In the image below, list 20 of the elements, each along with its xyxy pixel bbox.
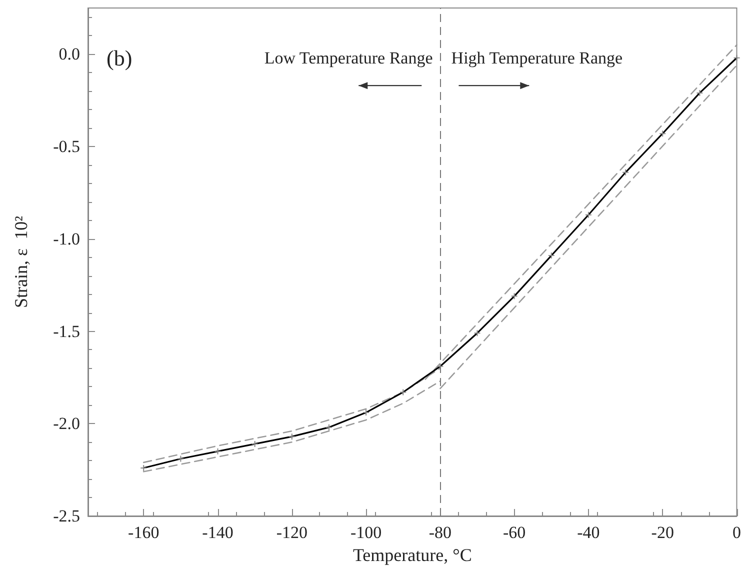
annotation: Low Temperature Range [264,48,433,68]
y-tick-label: -2.0 [53,414,80,434]
x-tick-label: 0 [732,523,741,542]
x-tick-label: -20 [651,523,674,542]
annotation: (b) [106,45,132,70]
y-tick-label: 0.0 [58,44,80,64]
y-axis-title: Strain, ε 10² [11,216,31,308]
x-tick-label: -60 [502,523,526,542]
x-tick-label: -140 [202,523,234,542]
y-tick-label: -0.5 [53,137,80,156]
x-tick-label: -40 [577,523,600,542]
y-tick-label: -1.0 [53,229,80,248]
x-tick-label: -120 [276,523,308,542]
y-tick-label: -2.5 [53,506,80,526]
x-tick-label: -80 [428,523,452,542]
annotation: High Temperature Range [451,48,623,68]
y-tick-label: -1.5 [53,322,80,341]
x-tick-label: -100 [350,523,382,542]
x-tick-label: -160 [128,523,160,542]
x-axis-title: Temperature, °C [352,545,472,565]
